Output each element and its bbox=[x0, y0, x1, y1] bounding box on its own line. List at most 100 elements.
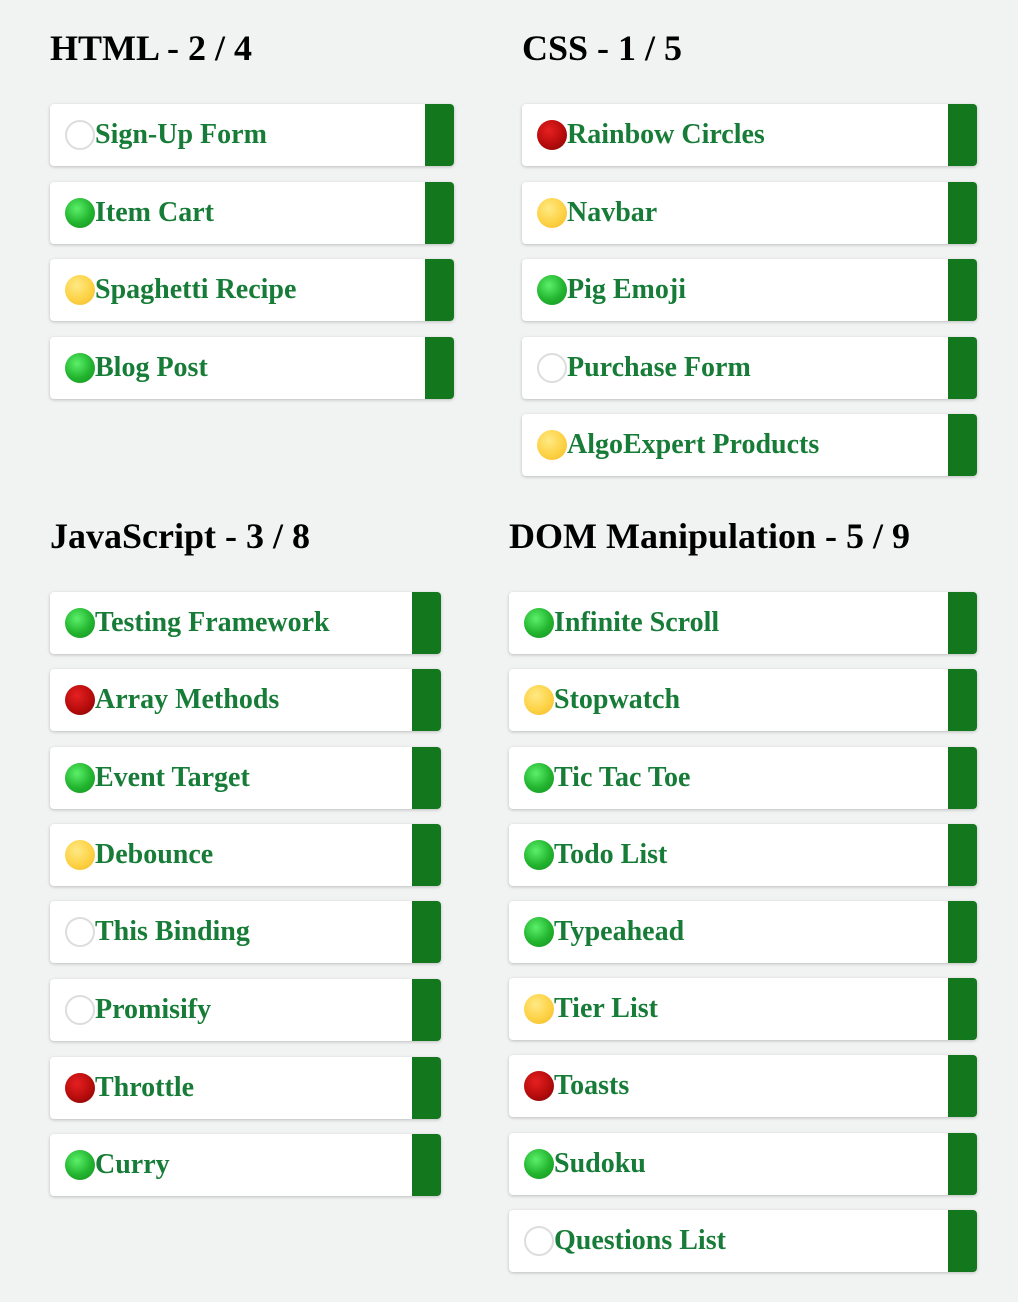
green-circle-icon bbox=[65, 353, 95, 383]
question-questions-list[interactable]: Questions List bbox=[509, 1210, 977, 1272]
question-name: Sign-Up Form bbox=[95, 119, 267, 150]
difficulty-tab bbox=[948, 978, 977, 1040]
yellow-circle-icon bbox=[537, 198, 567, 228]
question-item-cart[interactable]: Item Cart bbox=[50, 182, 454, 244]
question-name: Curry bbox=[95, 1149, 170, 1180]
empty-circle-icon bbox=[65, 917, 95, 947]
question-debounce[interactable]: Debounce bbox=[50, 824, 441, 886]
question-typeahead[interactable]: Typeahead bbox=[509, 901, 977, 963]
question-name: Item Cart bbox=[95, 197, 214, 228]
question-name: Throttle bbox=[95, 1072, 195, 1103]
question-testing-framework[interactable]: Testing Framework bbox=[50, 592, 441, 654]
question-name: AlgoExpert Products bbox=[567, 429, 820, 460]
question-promisify[interactable]: Promisify bbox=[50, 979, 441, 1041]
category-dom-manipulation: DOM Manipulation - 5 / 9 Infinite Scroll… bbox=[509, 516, 977, 1272]
question-name: Typeahead bbox=[554, 916, 685, 947]
question-name: Stopwatch bbox=[554, 684, 681, 715]
difficulty-tab bbox=[948, 1055, 977, 1117]
green-circle-icon bbox=[524, 1149, 554, 1179]
question-stopwatch[interactable]: Stopwatch bbox=[509, 669, 977, 731]
red-circle-icon bbox=[524, 1071, 554, 1101]
question-pig-emoji[interactable]: Pig Emoji bbox=[522, 259, 977, 321]
green-circle-icon bbox=[524, 608, 554, 638]
category-title: CSS - 1 / 5 bbox=[522, 28, 683, 68]
category-html: HTML - 2 / 4 Sign-Up Form Item Cart Spag… bbox=[50, 30, 454, 399]
empty-circle-icon bbox=[65, 120, 95, 150]
question-sudoku[interactable]: Sudoku bbox=[509, 1133, 977, 1195]
difficulty-tab bbox=[412, 592, 441, 654]
difficulty-tab bbox=[948, 259, 977, 321]
question-sign-up-form[interactable]: Sign-Up Form bbox=[50, 104, 454, 166]
question-name: Event Target bbox=[95, 762, 250, 793]
green-circle-icon bbox=[65, 1150, 95, 1180]
question-event-target[interactable]: Event Target bbox=[50, 747, 441, 809]
difficulty-tab bbox=[412, 1057, 441, 1119]
difficulty-tab bbox=[948, 104, 977, 166]
question-name: Promisify bbox=[95, 994, 212, 1025]
question-rainbow-circles[interactable]: Rainbow Circles bbox=[522, 104, 977, 166]
question-name: Todo List bbox=[554, 839, 668, 870]
yellow-circle-icon bbox=[524, 994, 554, 1024]
difficulty-tab bbox=[412, 747, 441, 809]
green-circle-icon bbox=[524, 840, 554, 870]
question-name: Debounce bbox=[95, 839, 214, 870]
green-circle-icon bbox=[65, 763, 95, 793]
green-circle-icon bbox=[524, 917, 554, 947]
question-name: Pig Emoji bbox=[567, 274, 686, 305]
question-name: Infinite Scroll bbox=[554, 607, 720, 638]
category-css: CSS - 1 / 5 Rainbow Circles Navbar Pig E… bbox=[522, 28, 977, 476]
red-circle-icon bbox=[537, 120, 567, 150]
question-this-binding[interactable]: This Binding bbox=[50, 901, 441, 963]
question-name: This Binding bbox=[95, 916, 250, 947]
question-toasts[interactable]: Toasts bbox=[509, 1055, 977, 1117]
difficulty-tab bbox=[425, 104, 454, 166]
question-blog-post[interactable]: Blog Post bbox=[50, 337, 454, 399]
question-infinite-scroll[interactable]: Infinite Scroll bbox=[509, 592, 977, 654]
green-circle-icon bbox=[65, 198, 95, 228]
question-name: Navbar bbox=[567, 197, 658, 228]
question-name: Tier List bbox=[554, 993, 658, 1024]
question-name: Array Methods bbox=[95, 684, 280, 715]
empty-circle-icon bbox=[537, 353, 567, 383]
question-name: Toasts bbox=[554, 1070, 630, 1101]
question-name: Rainbow Circles bbox=[567, 119, 765, 150]
question-tier-list[interactable]: Tier List bbox=[509, 978, 977, 1040]
empty-circle-icon bbox=[65, 995, 95, 1025]
green-circle-icon bbox=[537, 275, 567, 305]
question-spaghetti-recipe[interactable]: Spaghetti Recipe bbox=[50, 259, 454, 321]
difficulty-tab bbox=[425, 259, 454, 321]
red-circle-icon bbox=[65, 685, 95, 715]
question-name: Purchase Form bbox=[567, 352, 751, 383]
red-circle-icon bbox=[65, 1073, 95, 1103]
question-name: Questions List bbox=[554, 1225, 726, 1256]
difficulty-tab bbox=[425, 182, 454, 244]
question-algoexpert-products[interactable]: AlgoExpert Products bbox=[522, 414, 977, 476]
question-tic-tac-toe[interactable]: Tic Tac Toe bbox=[509, 747, 977, 809]
yellow-circle-icon bbox=[65, 840, 95, 870]
yellow-circle-icon bbox=[65, 275, 95, 305]
green-circle-icon bbox=[65, 608, 95, 638]
question-throttle[interactable]: Throttle bbox=[50, 1057, 441, 1119]
difficulty-tab bbox=[948, 337, 977, 399]
question-navbar[interactable]: Navbar bbox=[522, 182, 977, 244]
category-javascript: JavaScript - 3 / 8 Testing Framework Arr… bbox=[50, 518, 441, 1196]
yellow-circle-icon bbox=[524, 685, 554, 715]
difficulty-tab bbox=[948, 824, 977, 886]
green-circle-icon bbox=[524, 763, 554, 793]
question-name: Sudoku bbox=[554, 1148, 646, 1179]
difficulty-tab bbox=[412, 669, 441, 731]
difficulty-tab bbox=[948, 747, 977, 809]
difficulty-tab bbox=[948, 1133, 977, 1195]
question-todo-list[interactable]: Todo List bbox=[509, 824, 977, 886]
difficulty-tab bbox=[412, 1134, 441, 1196]
difficulty-tab bbox=[412, 979, 441, 1041]
difficulty-tab bbox=[948, 901, 977, 963]
question-array-methods[interactable]: Array Methods bbox=[50, 669, 441, 731]
difficulty-tab bbox=[948, 1210, 977, 1272]
difficulty-tab bbox=[948, 669, 977, 731]
question-curry[interactable]: Curry bbox=[50, 1134, 441, 1196]
question-purchase-form[interactable]: Purchase Form bbox=[522, 337, 977, 399]
difficulty-tab bbox=[948, 592, 977, 654]
category-title: DOM Manipulation - 5 / 9 bbox=[509, 516, 911, 556]
empty-circle-icon bbox=[524, 1226, 554, 1256]
